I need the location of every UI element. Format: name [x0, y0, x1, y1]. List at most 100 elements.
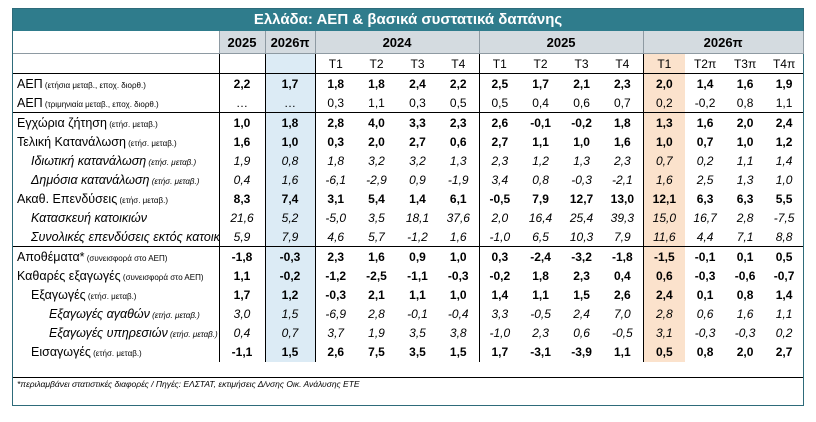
row-label: Εξαγωγές (ετήσ. μεταβ.)	[13, 285, 220, 304]
header-annual-2025: 2025	[219, 31, 266, 54]
table-cell: -0,4	[438, 304, 480, 323]
row-label-main: Εξαγωγές υπηρεσιών	[49, 325, 168, 340]
quarter-2024-3: Τ3	[397, 53, 438, 74]
table-cell: 0,6	[643, 266, 686, 285]
table-row: Εξαγωγές υπηρεσιών (ετήσ. μεταβ.) 0,4 0,7 3…	[13, 323, 803, 342]
table-cell: 0,8	[532, 172, 549, 187]
table-cell: 5,5	[775, 191, 793, 206]
table-cell: 2,8	[315, 112, 356, 132]
table-cell: 1,4	[775, 287, 793, 302]
table-cell: -3,1	[530, 344, 551, 359]
table-cell: 1,0	[643, 132, 686, 151]
table-cell: 2,3	[573, 268, 590, 283]
table-row: Κατασκευή κατοικιών 21,6 5,2 -5,0 3,5 18,1 37,…	[13, 208, 803, 227]
table-cell: 3,5	[409, 325, 426, 340]
table-cell: 7,9	[265, 227, 316, 247]
table-cell: 2,0	[643, 73, 686, 93]
table-cell: 1,0	[219, 112, 266, 132]
table-cell: -2,1	[602, 170, 644, 189]
table-cell: -1,1	[407, 268, 428, 283]
table-cell: -0,3	[265, 246, 316, 266]
table-cell: 1,1	[532, 134, 549, 149]
table-cell: 2,1	[573, 76, 590, 91]
table-cell: 1,7	[532, 76, 549, 91]
table-cell: 3,1	[643, 323, 686, 342]
table-cell: 1,0	[573, 134, 590, 149]
gdp-table-panel: Ελλάδα: ΑΕΠ & βασικά συστατικά δαπάνης 2…	[12, 8, 804, 406]
table-cell: 2,3	[602, 151, 644, 170]
table-cell: -0,5	[489, 191, 511, 206]
table-cell: 4,4	[696, 229, 714, 244]
header-blank	[13, 31, 220, 54]
table-cell: 1,7	[219, 285, 266, 304]
table-cell: 1,3	[573, 153, 590, 168]
row-label-note: (ετήσ. μεταβ.)	[149, 310, 200, 320]
table-cell: -0,3	[694, 325, 716, 340]
header-row-groups: 2025 2026π 2024 2025 2026π	[13, 31, 804, 54]
table-cell: 1,7	[491, 344, 509, 359]
table-title: Ελλάδα: ΑΕΠ & βασικά συστατικά δαπάνης	[13, 9, 803, 31]
table-cell: 21,6	[219, 208, 266, 227]
row-label: Εισαγωγές (ετήσ. μεταβ.)	[13, 342, 220, 361]
table-cell: -1,1	[219, 342, 266, 361]
table-cell: 2,6	[602, 285, 644, 304]
table-cell: -6,9	[325, 306, 347, 321]
table-cell: 0,3	[327, 134, 345, 149]
table-cell: 0,8	[736, 95, 754, 110]
quarter-2026-3: Τ3π	[725, 53, 766, 74]
table-cell: 2,8	[643, 304, 686, 323]
table-cell: 0,5	[491, 95, 509, 110]
table-cell: -1,5	[643, 246, 686, 266]
table-cell: 0,5	[643, 342, 686, 361]
table-cell: 12,7	[569, 191, 594, 206]
table-cell: 39,3	[602, 208, 644, 227]
table-row: Εισαγωγές (ετήσ. μεταβ.) -1,1 1,5 2,6 7,5 3,5…	[13, 342, 803, 361]
table-cell: 15,0	[643, 208, 686, 227]
table-cell: 7,9	[532, 191, 549, 206]
table-cell: -7,5	[773, 210, 795, 225]
table-cell: 2,8	[368, 306, 385, 321]
row-label: Δημόσια κατανάλωση (ετήσ. μεταβ.)	[13, 170, 220, 189]
row-label-note: (ετήσ. μεταβ.)	[125, 138, 177, 148]
table-cell: 0,9	[397, 246, 438, 266]
table-cell: -0,6	[734, 268, 756, 283]
table-cell: -1,0	[489, 229, 511, 244]
table-cell: -3,2	[561, 246, 603, 266]
table-cell: 2,4	[765, 112, 804, 132]
table-cell: 1,8	[602, 112, 644, 132]
gdp-table: 2025 2026π 2024 2025 2026π Τ1 Τ2 Τ3 Τ4 Τ…	[13, 31, 804, 362]
table-cell: 1,6	[219, 132, 266, 151]
table-cell: -1,2	[325, 268, 347, 283]
table-cell: 2,7	[775, 344, 793, 359]
table-row: ΑΕΠ (ετήσια μεταβ., εποχ. διορθ.) 2,2 1,7 1…	[13, 73, 803, 93]
table-cell: 16,7	[693, 210, 717, 225]
table-cell: -1,2	[407, 229, 428, 244]
row-label: ΑΕΠ (ετήσια μεταβ., εποχ. διορθ.)	[13, 73, 220, 93]
table-cell: 2,0	[736, 344, 754, 359]
table-cell: 10,3	[569, 229, 594, 244]
table-row: Αποθέματα* (συνεισφορά στο ΑΕΠ) -1,8 -0,3 2…	[13, 246, 804, 266]
table-cell: 0,2	[643, 93, 686, 113]
table-cell: -0,3	[734, 325, 756, 340]
row-label-note: (ετήσ. μεταβ.)	[90, 348, 142, 358]
quarter-2024-1: Τ1	[315, 53, 356, 74]
row-label-main: ΑΕΠ	[17, 95, 43, 110]
table-cell: -0,3	[438, 266, 480, 285]
row-label-main: Τελική Κατανάλωση	[17, 134, 126, 149]
table-cell: 1,6	[736, 76, 754, 91]
footnote-divider	[13, 377, 803, 378]
table-cell: 2,7	[409, 134, 426, 149]
table-cell: 3,3	[397, 112, 438, 132]
table-cell: 1,0	[438, 285, 480, 304]
table-cell: 1,1	[775, 95, 793, 110]
quarter-2025-3: Τ3	[561, 53, 603, 74]
table-cell: 3,3	[491, 306, 509, 321]
row-label-main: ΑΕΠ	[17, 76, 43, 91]
table-cell: -0,2	[265, 266, 316, 285]
table-cell: 1,0	[775, 172, 793, 187]
table-cell: -0,2	[489, 268, 511, 283]
table-cell: 1,8	[327, 153, 345, 168]
table-cell: -2,5	[366, 268, 387, 283]
table-cell: 0,6	[696, 306, 714, 321]
table-cell: 18,1	[405, 210, 430, 225]
